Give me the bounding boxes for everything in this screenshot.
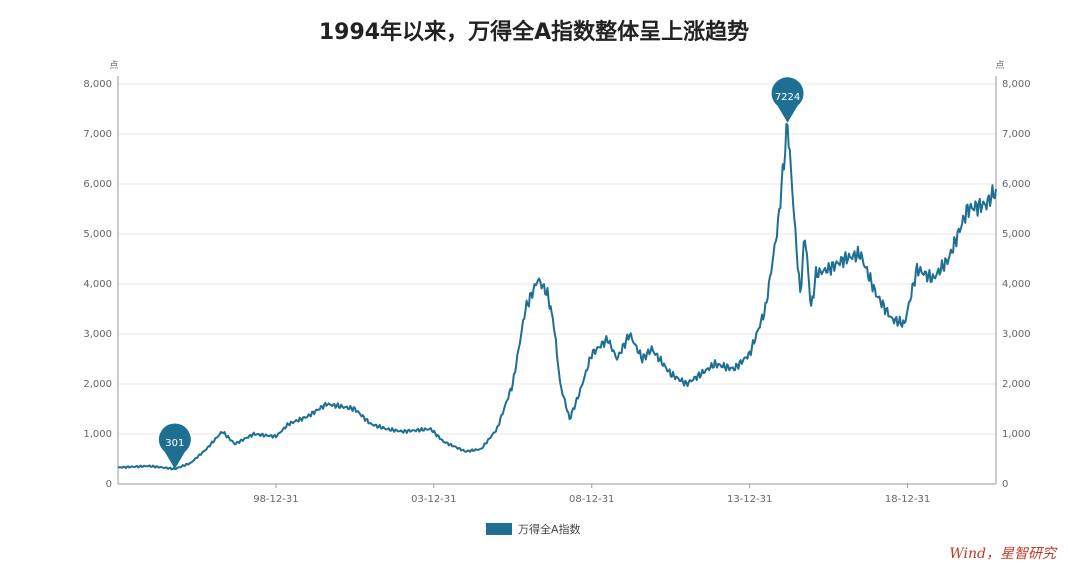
legend-label: 万得全A指数 [518, 523, 581, 536]
y-tick-label-left: 7,000 [83, 129, 112, 140]
y-tick-label-right: 7,000 [1002, 129, 1031, 140]
x-tick-label: 18-12-31 [885, 494, 930, 505]
annotation-label: 301 [165, 438, 184, 449]
y-tick-label-right: 0 [1002, 479, 1008, 490]
x-tick-label: 98-12-31 [253, 494, 298, 505]
y-tick-label-left: 4,000 [83, 279, 112, 290]
x-tick-label: 08-12-31 [569, 494, 614, 505]
y-tick-label-right: 2,000 [1002, 379, 1031, 390]
y-tick-label-left: 2,000 [83, 379, 112, 390]
y-tick-label-right: 6,000 [1002, 179, 1031, 190]
y-tick-label-right: 5,000 [1002, 229, 1031, 240]
annotations: 301 7224 [158, 77, 804, 469]
y-tick-label-right: 8,000 [1002, 79, 1031, 90]
legend-swatch [486, 523, 512, 535]
y-tick-label-left: 6,000 [83, 179, 112, 190]
y-tick-label-left: 0 [106, 479, 112, 490]
y-unit-left: 点 [109, 60, 118, 71]
source-note: Wind，星智研究 [949, 546, 1056, 562]
y-tick-label-left: 8,000 [83, 79, 112, 90]
annotation-pin [158, 423, 191, 469]
chart-title: 1994年以来，万得全A指数整体呈上涨趋势 [318, 20, 750, 45]
y-tick-label-right: 3,000 [1002, 329, 1031, 340]
gridlines [118, 83, 996, 485]
legend[interactable]: 万得全A指数 [486, 521, 581, 537]
annotation-pin [771, 77, 804, 123]
y-unit-right: 点 [995, 60, 1004, 71]
annotation-marker: 7224 [771, 77, 804, 123]
series-line [117, 122, 997, 471]
y-tick-label-right: 1,000 [1002, 429, 1031, 440]
series-layer [117, 122, 997, 471]
x-tick-label: 13-12-31 [727, 494, 772, 505]
annotation-label: 7224 [775, 92, 800, 103]
axes: 0 0 1,000 1,000 2,000 2,000 3,000 3,000 4,000 4,0… [83, 60, 1030, 505]
y-tick-label-right: 4,000 [1002, 279, 1031, 290]
annotation-marker: 301 [158, 423, 191, 469]
y-tick-label-left: 3,000 [83, 329, 112, 340]
x-tick-label: 03-12-31 [411, 494, 456, 505]
y-tick-label-left: 1,000 [83, 429, 112, 440]
y-tick-label-left: 5,000 [83, 229, 112, 240]
